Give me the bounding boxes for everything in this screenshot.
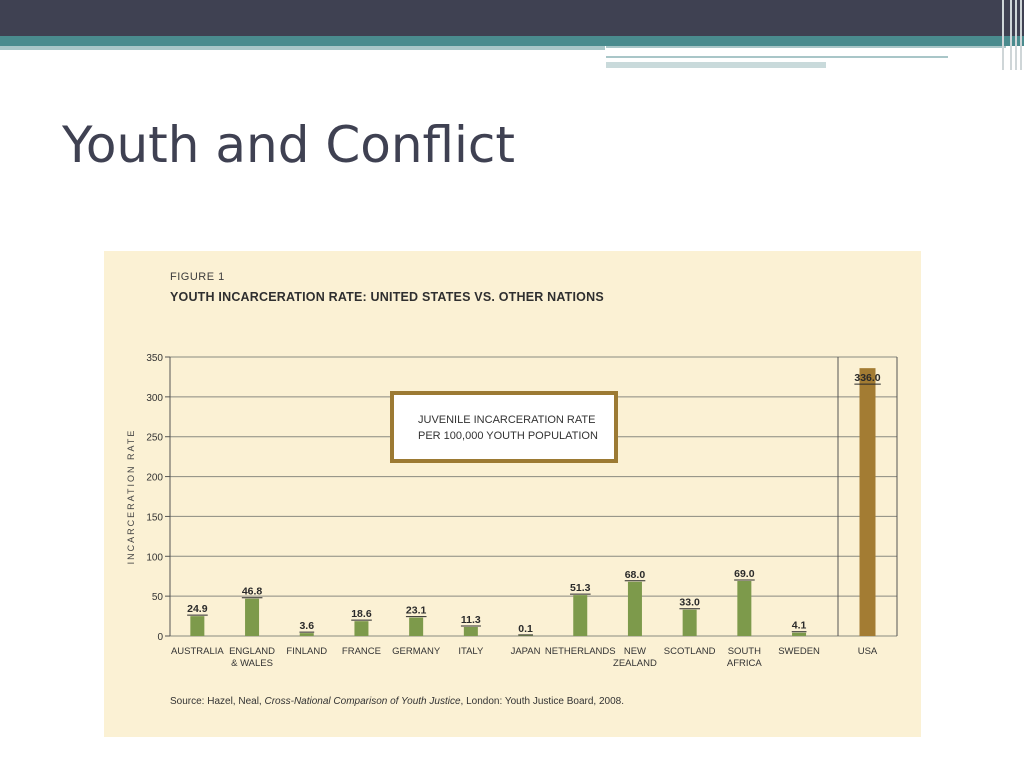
y-tick-label: 150 [146, 512, 163, 523]
bar [627, 581, 642, 636]
x-tick-label: ITALY [458, 646, 484, 657]
accent-stripe-short [606, 62, 826, 68]
figure-panel: FIGURE 1 YOUTH INCARCERATION RATE: UNITE… [104, 251, 921, 737]
bar-value-label: 68.0 [625, 569, 646, 581]
bar [354, 621, 369, 636]
bar [518, 635, 533, 636]
bar-value-label: 18.6 [351, 608, 372, 620]
legend-text: JUVENILE INCARCERATION RATE [418, 414, 595, 426]
bar-value-label: 51.3 [570, 582, 591, 594]
x-tick-label: FRANCE [342, 646, 381, 657]
title-bar-dark [0, 0, 1024, 36]
source-prefix: Source: Hazel, Neal, [170, 696, 265, 707]
bar-value-label: 336.0 [854, 372, 880, 384]
y-tick-label: 300 [146, 393, 163, 404]
accent-stripe-thin [606, 56, 948, 58]
legend-box [390, 391, 618, 463]
bar-value-label: 3.6 [299, 620, 314, 632]
x-tick-label: SCOTLAND [664, 646, 716, 657]
y-tick-label: 100 [146, 552, 163, 563]
bar-value-label: 24.9 [187, 603, 208, 615]
x-tick-label: JAPAN [511, 646, 541, 657]
title-bar-teal-band [0, 36, 1024, 46]
bar-value-label: 46.8 [242, 586, 263, 598]
bar-value-label: 23.1 [406, 605, 427, 617]
y-tick-label: 50 [152, 592, 164, 603]
y-tick-label: 350 [146, 353, 163, 364]
x-tick-label: GERMANY [392, 646, 441, 657]
corner-decoration [996, 0, 1024, 70]
bar [245, 598, 260, 636]
x-tick-label: & WALES [231, 658, 273, 669]
x-tick-label: USA [858, 646, 878, 657]
bar [409, 617, 424, 636]
bar-value-label: 0.1 [518, 623, 533, 635]
x-tick-label: FINLAND [286, 646, 327, 657]
x-tick-label: SOUTH [728, 646, 761, 657]
figure-label: FIGURE 1 [170, 271, 225, 283]
y-tick-label: 250 [146, 433, 163, 444]
y-axis-label: INCARCERATION RATE [126, 429, 136, 565]
x-tick-label: SWEDEN [778, 646, 820, 657]
bar-value-label: 33.0 [679, 597, 700, 609]
bar-chart: 0 50 100 150 200 250 300 350 INCARCERATION RATE J… [126, 353, 898, 669]
x-tick-label: AUSTRALIA [171, 646, 224, 657]
x-tick-label: NETHERLANDS [545, 646, 616, 657]
bar [299, 633, 314, 636]
x-tick-label: NEW [624, 646, 646, 657]
y-tick-label: 0 [157, 632, 163, 643]
y-tick-label: 200 [146, 473, 163, 484]
bar-value-label: 4.1 [792, 620, 807, 632]
legend-text: PER 100,000 YOUTH POPULATION [418, 430, 598, 442]
bar [573, 595, 588, 636]
figure-source: Source: Hazel, Neal, Cross-National Comp… [170, 696, 624, 707]
bar-value-label: 69.0 [734, 568, 755, 580]
accent-stripe [606, 46, 1006, 58]
bar [190, 616, 205, 636]
title-bar-teal-line [0, 46, 605, 50]
x-tick-label: ENGLAND [229, 646, 275, 657]
bar-value-label: 11.3 [461, 614, 481, 626]
bar [463, 626, 478, 636]
source-suffix: , London: Youth Justice Board, 2008. [460, 696, 624, 707]
bar [792, 632, 807, 636]
bar [682, 609, 697, 636]
source-title: Cross-National Comparison of Youth Justi… [264, 696, 461, 707]
figure-title: YOUTH INCARCERATION RATE: UNITED STATES … [170, 290, 604, 304]
slide-title: Youth and Conflict [62, 116, 516, 174]
bar [737, 580, 752, 636]
x-tick-label: AFRICA [727, 658, 763, 669]
bar [859, 368, 876, 636]
x-tick-label: ZEALAND [613, 658, 657, 669]
